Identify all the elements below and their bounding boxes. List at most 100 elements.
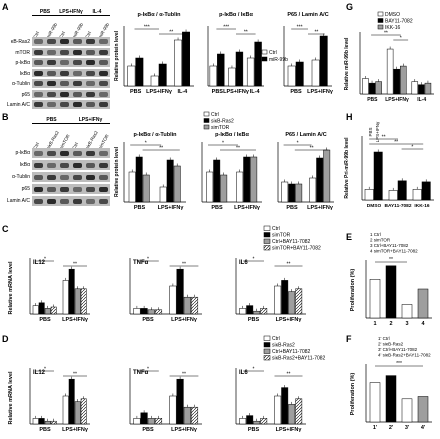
bar [173,165,181,203]
bar [62,280,69,315]
blot-band [86,187,95,192]
bar [288,404,296,425]
significance-marker: ** [73,262,77,268]
x-tick-label: PBS [142,317,154,323]
blot-band [60,199,69,204]
blot-row-label: p65 [21,186,30,192]
bar [127,65,136,87]
blot-row-label: κB-Ras2 [10,39,30,45]
significance-marker: * [253,367,255,373]
bar [176,268,184,315]
blot-band [73,199,82,204]
blot-band [47,70,56,76]
bar [183,296,191,315]
bar [140,412,148,425]
bar [418,84,425,95]
blot-row-label: Lamin A/C [6,198,30,204]
bar [388,190,398,201]
x-tick-label: IL-4 [417,97,426,103]
bar [287,65,296,87]
blot-band [99,199,108,204]
bar [235,51,244,87]
significance-marker: *** [396,361,402,367]
bar [147,418,155,425]
bar [288,183,296,203]
significance-marker: ** [287,372,291,378]
bar [253,420,261,425]
x-tick-label: PBS [130,89,142,95]
y-axis-label: Proliferation (%) [350,373,356,416]
bar [309,177,317,203]
chart-panel-g: PBS LPS+IFNγ IL-4***Relative miR-99b level… [344,11,434,103]
blot-band [73,151,82,156]
x-tick-label: PBS [367,97,378,103]
legend-swatch [377,11,384,17]
blot-band [86,175,95,180]
blot-band [73,39,82,45]
significance-marker: ** [236,146,240,152]
x-tick-label: PBS [142,427,154,433]
legend-label: Ctrl [272,226,280,232]
bar [62,395,69,425]
bar [228,67,236,87]
x-tick-label: LPS+IFNγ [158,205,185,211]
bar [50,420,57,425]
bar [412,189,422,201]
bar [311,59,320,87]
blot-strip [32,100,110,109]
bar [411,81,419,95]
blot-row-label: IκBα [19,162,30,168]
bar [38,302,45,315]
bar [417,396,429,423]
blot-row-label: α-Tublin [12,81,30,87]
x-tick-label: IL-4 [250,89,261,95]
bar [183,406,191,425]
bar [274,395,282,425]
blot-band [99,70,108,76]
x-tick-label: LPS+IFNγ [146,89,173,95]
legend-label: IKK-16 [385,25,401,31]
blot-band [86,91,95,97]
bar [68,378,75,425]
blot-row-label: p65 [21,91,30,98]
blot-band [34,70,43,76]
legend-label: siκB-Ras2 [211,119,234,125]
x-tick-label: PBS [39,317,51,323]
gene-label: IL12 [33,260,46,266]
blot-strip [32,47,110,56]
blot-strip [32,58,110,67]
bar [128,171,136,203]
blot-band [60,70,69,76]
blot-band [86,151,95,156]
x-tick-label: LPS+IFNγ [62,427,89,433]
panel-label-d: D [2,334,9,344]
bar [44,308,51,315]
bar-label: PBS [368,127,373,136]
x-tick-label: PBS [212,89,224,95]
blot-group-header: IL-4 [84,10,110,16]
blot-band [86,102,95,108]
bar [239,308,247,315]
bar [206,171,214,203]
legend-label: DMSO [385,12,400,18]
bar [386,48,394,95]
legend-label: 1 Ctrl [370,232,381,237]
bar [295,398,303,425]
blot-band [99,102,108,108]
blot-band [60,81,69,87]
y-axis-label: Relative Pri-miR-99b level [344,137,350,199]
panel-label-c: C [2,224,9,234]
significance-marker: * [44,257,46,263]
significance-marker: ** [169,30,173,36]
blot-band [47,91,56,97]
x-tick-label: 3 [405,321,408,327]
blot-band [86,49,95,55]
blot-row-label: Lamin A/C [6,102,30,108]
bar [166,159,174,203]
chart-title: p-IκBα / α-Tublin [137,12,181,18]
x-tick-label: LPS+IFNγ [62,317,89,323]
blot-strip [32,89,110,98]
significance-marker: ** [182,372,186,378]
blot-band [73,187,82,192]
